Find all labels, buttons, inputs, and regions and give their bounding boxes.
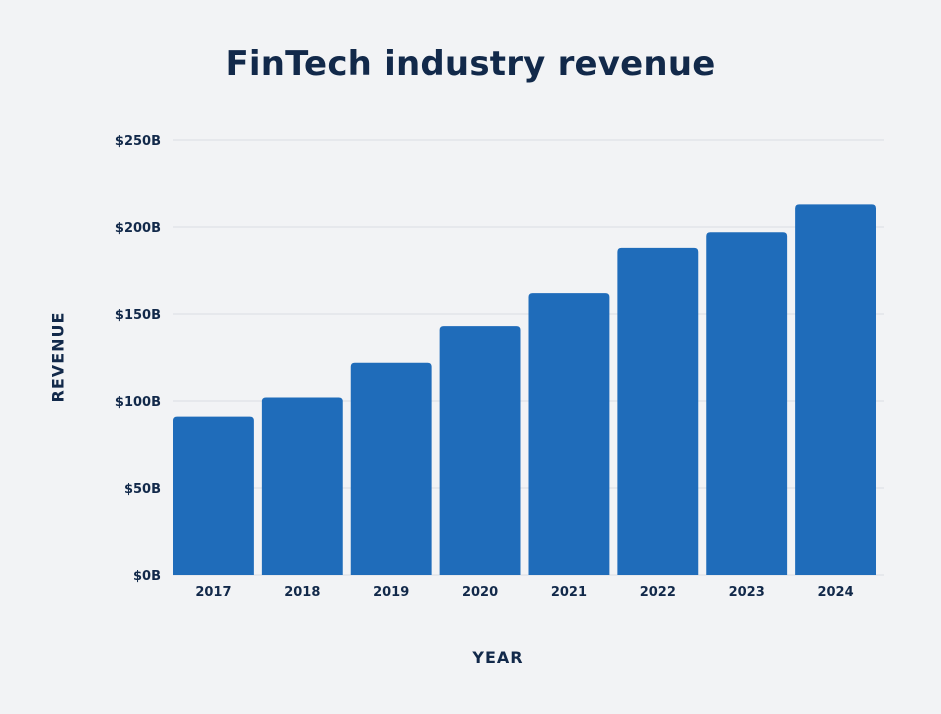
bar-2024 bbox=[795, 204, 876, 575]
x-tick-label: 2023 bbox=[729, 585, 765, 600]
x-tick-label: 2017 bbox=[195, 585, 231, 600]
bar-2020 bbox=[439, 326, 521, 575]
x-tick-label: 2021 bbox=[551, 585, 587, 600]
x-tick-label: 2018 bbox=[284, 585, 320, 600]
x-tick-label: 2024 bbox=[817, 585, 853, 600]
x-axis-label: YEAR bbox=[472, 648, 524, 667]
bar-2017 bbox=[173, 416, 254, 575]
y-tick-label: $150B bbox=[115, 308, 161, 323]
y-tick-label: $50B bbox=[124, 482, 161, 497]
x-tick-label: 2019 bbox=[373, 585, 409, 600]
y-tick-label: $250B bbox=[115, 134, 161, 149]
y-tick-label: $200B bbox=[115, 221, 161, 236]
bar-2018 bbox=[261, 397, 343, 575]
x-tick-label: 2022 bbox=[640, 585, 676, 600]
bar-2021 bbox=[528, 293, 610, 575]
x-tick-label: 2020 bbox=[462, 585, 498, 600]
chart-title: FinTech industry revenue bbox=[225, 44, 716, 84]
bar-2023 bbox=[706, 232, 788, 575]
y-tick-label: $100B bbox=[115, 395, 161, 410]
y-tick-label: $0B bbox=[133, 569, 161, 584]
bar-2022 bbox=[617, 247, 699, 575]
bar-2019 bbox=[350, 362, 432, 575]
